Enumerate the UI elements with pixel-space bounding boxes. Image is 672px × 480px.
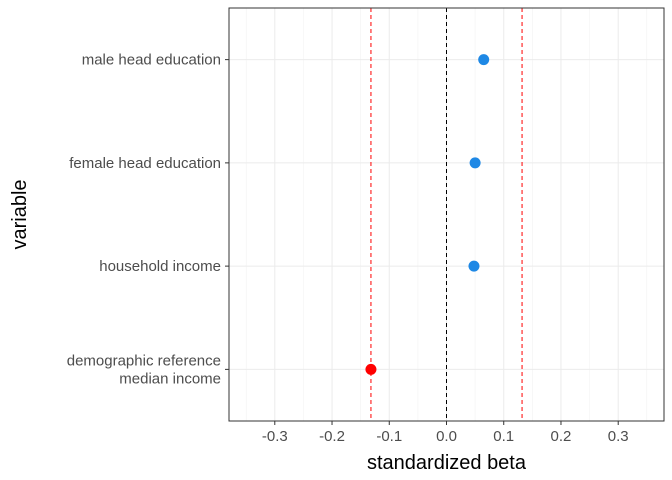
y-tick-label: demographic reference median income xyxy=(67,352,221,387)
data-points xyxy=(365,54,490,375)
x-tick-label: 0.2 xyxy=(551,428,572,445)
data-point xyxy=(478,54,490,66)
data-point xyxy=(468,260,480,272)
y-axis-ticks: male head education female head education… xyxy=(67,52,229,387)
reference-lines xyxy=(370,8,523,421)
x-tick-label: 0.0 xyxy=(436,428,457,445)
x-axis-ticks: -0.3 -0.2 -0.1 0.0 0.1 0.2 0.3 xyxy=(262,421,629,445)
y-tick-label: male head education xyxy=(82,52,221,69)
data-point xyxy=(365,363,377,375)
x-axis-title: standardized beta xyxy=(367,452,527,474)
data-point xyxy=(469,157,481,169)
x-tick-label: -0.2 xyxy=(319,428,345,445)
y-tick-label: household income xyxy=(99,258,221,275)
x-tick-label: -0.3 xyxy=(262,428,288,445)
y-axis-title: variable xyxy=(9,179,31,249)
x-tick-label: -0.1 xyxy=(376,428,402,445)
y-tick-label: female head education xyxy=(69,155,221,172)
x-tick-label: 0.3 xyxy=(608,428,629,445)
x-tick-label: 0.1 xyxy=(493,428,514,445)
